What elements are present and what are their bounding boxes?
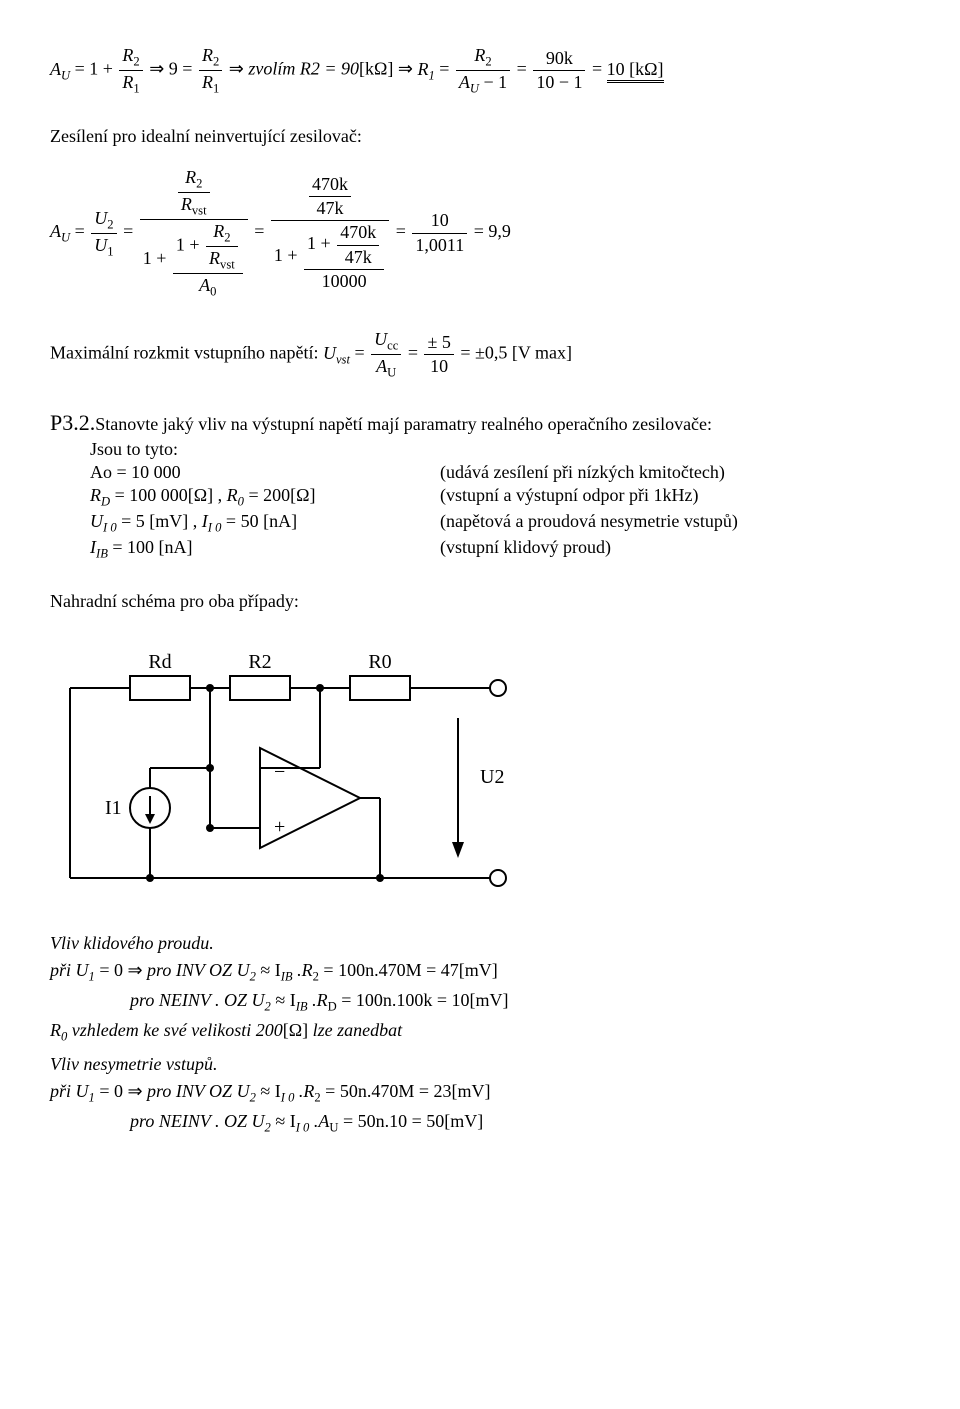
p32-rd-row: RD = 100 000[Ω] , R0 = 200[Ω] (vstupní a… [90,484,910,510]
vliv2-line2: pro NEINV . OZ U2 ≈ II 0 .AU = 50n.10 = … [130,1110,910,1136]
vliv2-header: Vliv nesymetrie vstupů. [50,1053,910,1076]
equation-2: AU = U2 U1 = R2 Rvst 1 + 1 + R2 Rvst [50,166,910,300]
vliv1-line1: při U1 = 0 ⇒ pro INV OZ U2 ≈ IIB .R2 = 1… [50,959,910,985]
equation-3: Maximální rozkmit vstupního napětí: Uvst… [50,328,910,381]
p32-ao-row: Ao = 10 000 (udává zesílení při nízkých … [90,461,910,484]
p32-ui0-row: UI 0 = 5 [mV] , II 0 = 50 [nA] (napětová… [90,510,910,536]
svg-text:Rd: Rd [148,651,171,673]
svg-text:+: + [274,816,285,838]
schematic-diagram: Rd R2 R0 U2 I1 − + [50,628,910,908]
svg-text:U2: U2 [480,766,504,788]
svg-text:−: − [274,761,285,783]
p32-iib-row: IIB = 100 [nA] (vstupní klidový proud) [90,536,910,562]
vliv1-line3: R0 vzhledem ke své velikosti 200[Ω] lze … [50,1019,910,1045]
p32-label: P3.2. [50,410,95,435]
svg-text:R2: R2 [248,651,271,673]
p32-jsou: Jsou to tyto: [90,438,910,461]
svg-text:R0: R0 [368,651,391,673]
vliv1-line2: pro NEINV . OZ U2 ≈ IIB .RD = 100n.100k … [130,989,910,1015]
schematic-header: Nahradní schéma pro oba případy: [50,590,910,613]
vliv1-header: Vliv klidového proudu. [50,932,910,955]
vliv2-line1: při U1 = 0 ⇒ pro INV OZ U2 ≈ II 0 .R2 = … [50,1080,910,1106]
section-p3-2: P3.2.Stanovte jaký vliv na výstupní napě… [50,409,910,438]
svg-text:I1: I1 [105,797,122,819]
heading-zesileni: Zesílení pro idealní neinvertující zesil… [50,125,910,148]
equation-1: AU = 1 + R2R1 ⇒ 9 = R2R1 ⇒ zvolím R2 = 9… [50,44,910,97]
